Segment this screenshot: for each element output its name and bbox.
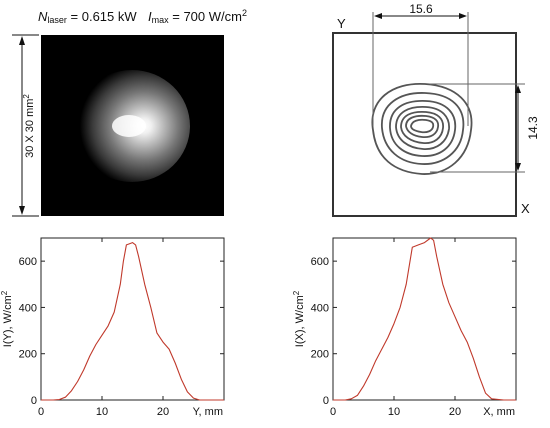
y-tick-label: 600 (311, 256, 329, 268)
contour-height-label: 14.3 (526, 116, 540, 140)
y-tick-label: 200 (19, 349, 37, 361)
contour-plot (332, 12, 525, 217)
contour-width-label: 15.6 (409, 2, 433, 16)
x-tick-label: 0 (38, 406, 44, 418)
contour-lines (371, 83, 473, 175)
intensity-profile-line (41, 242, 224, 401)
contour-y-axis-label: Y (337, 16, 346, 31)
x-axis-label: Y, mm (193, 406, 223, 418)
y-tick-label: 400 (311, 302, 329, 314)
max-intensity-label: Imax = 700 W/cm2 (148, 8, 247, 25)
y-tick-label: 600 (19, 256, 37, 268)
plot-frame (40, 237, 225, 401)
contour-frame (332, 32, 517, 217)
x-axis-label: X, mm (483, 406, 515, 418)
x-tick-label: 10 (96, 406, 108, 418)
plot-frame (332, 237, 517, 401)
y-axis-label: I(X), W/cm2 (292, 290, 306, 347)
y-tick-label: 0 (323, 395, 329, 407)
y-tick-label: 400 (19, 302, 37, 314)
y-axis-label: I(Y), W/cm2 (0, 290, 14, 347)
ix-profile-chart: 0 200 400 600 0 10 20 X, mm I(X), W/cm2 (292, 237, 517, 418)
x-tick-label: 0 (330, 406, 336, 418)
y-tick-label: 0 (31, 395, 37, 407)
beam-size-label: 30 X 30 mm2 (22, 94, 36, 158)
x-tick-label: 20 (449, 406, 461, 418)
iy-profile-chart: 0 200 400 600 0 10 20 Y, mm I(Y), W/cm2 (0, 237, 225, 418)
laser-power-label: Nlaser = 0.615 kW (38, 9, 137, 25)
beam-size-dimension (12, 34, 39, 217)
x-tick-label: 20 (157, 406, 169, 418)
contour-x-axis-label: X (521, 201, 530, 216)
y-tick-label: 200 (311, 349, 329, 361)
intensity-profile-line (333, 237, 516, 401)
beam-intensity-image (41, 35, 224, 216)
x-tick-label: 10 (388, 406, 400, 418)
